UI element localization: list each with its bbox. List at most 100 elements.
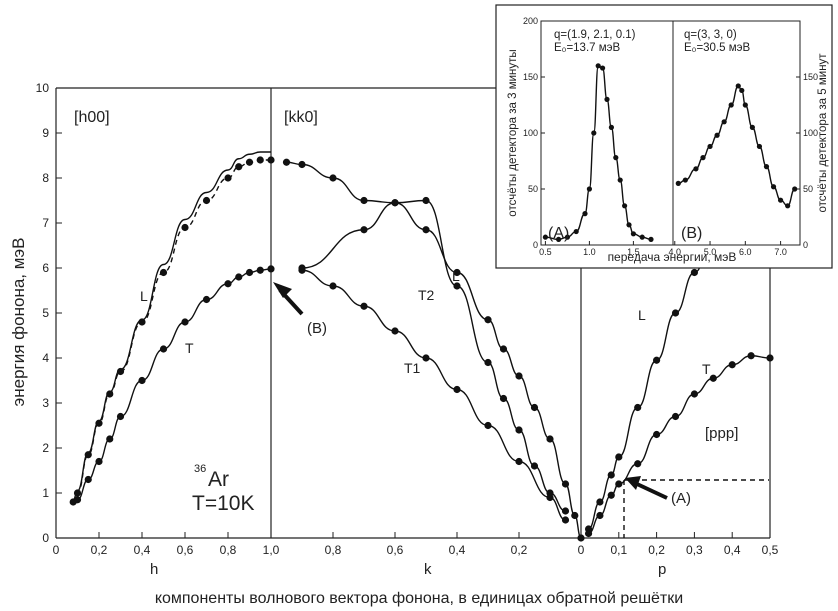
y-tick-label: 6 — [42, 261, 49, 275]
inset-A-energy: E₀=13.7 мэВ — [554, 42, 621, 54]
inset-data-point — [639, 234, 645, 240]
data-point — [298, 160, 306, 169]
data-point — [267, 156, 275, 164]
inset-data-point — [749, 124, 755, 130]
axis-name-k: k — [424, 561, 432, 578]
y-tick-labels: 0 1 2 3 4 5 6 7 8 9 10 — [36, 81, 62, 545]
data-point — [84, 475, 92, 484]
inset-data-point — [556, 236, 562, 242]
inset-y-tick-label: 200 — [523, 16, 538, 26]
data-point — [584, 529, 593, 538]
data-point — [116, 412, 125, 421]
data-point — [106, 435, 114, 443]
branch-label-L-k: L — [452, 268, 460, 284]
data-point — [422, 354, 430, 362]
inset-data-point — [595, 63, 601, 69]
data-point — [224, 280, 232, 288]
data-point — [453, 385, 461, 394]
x-tick-label: 0,4 — [449, 543, 466, 557]
data-point — [267, 265, 275, 273]
inset-right-ylabel: отсчёты детектора за 5 минут — [817, 53, 829, 213]
x-tick-label: 0,1 — [610, 543, 627, 557]
data-point — [73, 489, 82, 497]
data-point — [690, 390, 699, 398]
y-tick-label: 5 — [42, 306, 49, 320]
data-point — [95, 457, 103, 466]
data-point — [453, 282, 461, 290]
inset-y-tick-label: 100 — [523, 128, 538, 138]
section-label-kk0: [kk0] — [284, 109, 318, 126]
inset-data-point — [626, 222, 632, 228]
series-curve-T1 — [301, 269, 566, 521]
data-point — [499, 345, 508, 353]
data-point — [224, 174, 232, 182]
data-point — [360, 226, 368, 234]
data-point — [181, 318, 189, 326]
inset-x-tick-label: 6.0 — [739, 247, 752, 257]
data-point — [709, 374, 717, 382]
data-point — [690, 268, 699, 277]
sample-label: Ar — [208, 468, 229, 491]
data-point — [634, 460, 642, 468]
data-point — [561, 516, 570, 524]
data-point — [671, 412, 680, 421]
inset-data-point — [591, 130, 597, 136]
inset-y-tick-label: 0 — [803, 240, 808, 250]
data-point — [747, 352, 755, 360]
inset-data-point — [770, 184, 777, 190]
inset-B-energy: E₀=30.5 мэВ — [684, 42, 751, 54]
inset-x-tick-label: 4.0 — [669, 247, 682, 257]
inset-data-point — [622, 203, 628, 209]
data-point — [298, 264, 306, 272]
data-point — [653, 430, 661, 439]
inset-data-point — [600, 65, 606, 71]
x-tick-label: 1,0 — [263, 543, 280, 557]
x-tick-label: 0 — [578, 543, 585, 557]
data-points — [69, 156, 774, 542]
y-axis-title: энергия фонона, мэВ — [9, 238, 28, 407]
data-point — [138, 376, 146, 385]
inset-data-point — [542, 234, 549, 240]
inset-data-point — [604, 96, 610, 102]
y-tick-label: 9 — [42, 126, 49, 140]
series-curve-L — [72, 159, 271, 503]
annotation-B: (B) — [307, 320, 327, 337]
data-point — [546, 489, 554, 497]
data-point — [159, 268, 168, 277]
inset-B-q: q=(3, 3, 0) — [684, 29, 737, 41]
branch-label-T-h: T — [185, 340, 194, 356]
inset-data-point — [682, 177, 688, 183]
y-tick-label: 7 — [42, 216, 49, 230]
data-point — [360, 302, 368, 310]
data-point — [202, 196, 211, 205]
inset-y-tick-label: 150 — [803, 72, 818, 82]
data-point — [728, 361, 736, 369]
arrow-B-head — [273, 282, 292, 298]
y-tick-label: 2 — [42, 441, 49, 455]
data-point — [653, 356, 661, 364]
data-point — [202, 295, 211, 304]
data-point — [577, 534, 585, 542]
data-point — [282, 158, 291, 166]
inset-border — [495, 4, 833, 269]
data-point — [561, 480, 570, 488]
inset-B-label: (B) — [681, 225, 702, 242]
annotation-A: (A) — [671, 490, 691, 507]
axis-name-h: h — [150, 561, 158, 578]
data-point — [422, 196, 430, 205]
y-tick-label: 1 — [42, 486, 49, 500]
data-point — [615, 453, 623, 461]
data-point — [84, 451, 92, 459]
y-tick-label: 8 — [42, 171, 49, 185]
data-point — [634, 403, 642, 412]
data-point — [766, 354, 774, 362]
data-point — [453, 268, 461, 277]
inset-data-point — [714, 132, 720, 138]
data-point — [515, 426, 523, 434]
data-point — [596, 511, 604, 520]
x-tick-label: 0,2 — [91, 543, 108, 557]
inset-left-ylabel: отсчёты детектора за 3 минуты — [507, 49, 519, 216]
sample-isotope: 36 — [194, 463, 206, 475]
inset-data-point — [735, 83, 741, 89]
